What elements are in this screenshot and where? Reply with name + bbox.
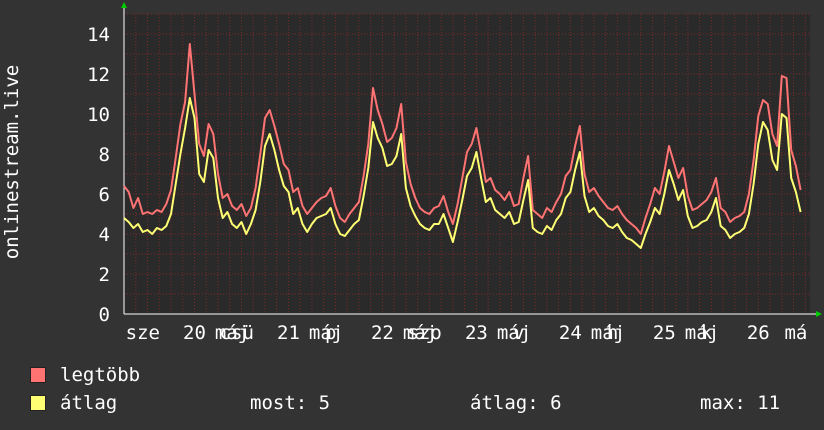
legend-item-max: legtöbb	[30, 364, 140, 386]
x-tick-label: máj	[309, 322, 343, 344]
y-axis-arrow	[121, 2, 127, 8]
x-tick-label: p	[325, 322, 336, 344]
x-tick-label: h	[607, 322, 618, 344]
x-tick-label: 25	[653, 322, 676, 344]
stat-current: most: 5	[250, 392, 331, 414]
x-axis-arrow	[816, 311, 822, 317]
x-tick-label: máj	[497, 322, 531, 344]
x-tick-label: 20	[183, 322, 206, 344]
legend-label-avg: átlag	[60, 392, 118, 414]
y-tick-label: 0	[99, 304, 110, 326]
y-axis-label: onlinestream.live	[1, 65, 23, 259]
legend-label-max: legtöbb	[60, 364, 141, 386]
y-tick-label: 12	[87, 64, 110, 86]
legend-item-avg: átlag	[30, 392, 117, 414]
y-tick-label: 14	[87, 24, 110, 46]
x-tick-label: máj	[215, 322, 249, 344]
x-tick-label: 23	[465, 322, 488, 344]
x-tick-label: máj	[685, 322, 719, 344]
x-tick-label: má	[784, 322, 807, 344]
x-tick-label: k	[701, 322, 713, 344]
legend-swatch-avg	[30, 395, 46, 411]
x-tick-label: 26	[747, 322, 770, 344]
x-tick-label: sze	[126, 322, 160, 344]
y-tick-label: 8	[99, 144, 110, 166]
x-tick-label: máj	[591, 322, 625, 344]
series-line-max	[123, 43, 802, 235]
y-tick-label: 6	[99, 184, 110, 206]
series-line-avg	[123, 97, 802, 249]
x-tick-label: v	[513, 322, 524, 344]
x-tick-label: szo	[408, 322, 442, 344]
y-tick-label: 2	[99, 264, 110, 286]
stat-maximum: max: 11	[700, 392, 781, 414]
stat-average: átlag: 6	[470, 392, 562, 414]
plot-area	[124, 14, 810, 314]
x-tick-label: 24	[559, 322, 582, 344]
y-tick-label: 4	[99, 224, 110, 246]
x-tick-label: 21	[277, 322, 300, 344]
y-tick-label: 10	[87, 104, 110, 126]
x-tick-label: csü	[220, 322, 254, 344]
x-tick-label: máj	[403, 322, 437, 344]
legend-swatch-max	[30, 367, 46, 383]
x-tick-label: 22	[371, 322, 394, 344]
